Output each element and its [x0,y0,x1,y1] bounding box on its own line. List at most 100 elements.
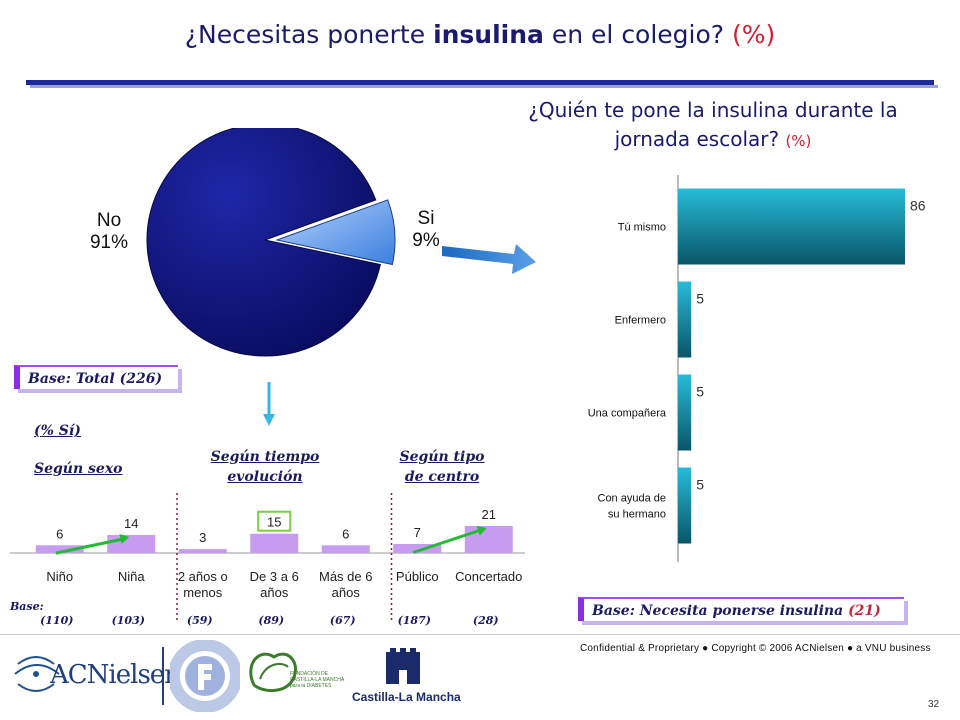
hbar-value: 5 [696,291,704,307]
hbar-title-pct: (%) [785,132,812,150]
hbar-category-label: su hermano [608,509,666,521]
breakdown-bar-value: 3 [199,530,206,545]
fundacion-clm-line3: para la DIABETES [290,683,332,689]
base-total-box: Base: Total (226) [14,365,178,389]
hbar [678,374,692,451]
group-heading-tiempo-line2: evolución [227,469,303,485]
fundacion-clm-text: FUNDACIÓN DE CASTILLA-LA MANCHA para la … [290,671,344,689]
breakdown-category-label: Niño [46,569,73,584]
title-pct: (%) [732,20,776,49]
fundacion-clm-line2: CASTILLA-LA MANCHA [290,677,345,683]
breakdown-bar-value: 14 [124,516,138,531]
pie-label-si-name: Si [417,208,435,229]
pie-slice-si [275,199,396,266]
acnielsen-logo: ACNielsen [12,648,181,704]
title-highlight: insulina [433,20,544,49]
breakdown-category-label: De 3 a 6 [250,569,299,584]
arrow-down-icon [263,382,275,426]
trend-arrow-shaft [412,528,482,554]
title-text-before: ¿Necesitas ponerte [184,20,434,49]
hbar-category-label: Una compañera [588,408,667,420]
title-rule-shadow [30,85,938,88]
breakdown-bar [107,535,156,553]
breakdown-bar-value: 15 [267,515,281,530]
breakdown-bar-value: 6 [56,526,63,541]
hbar [678,467,692,544]
breakdown-category-label: años [260,585,289,600]
breakdown-bar [393,544,442,553]
pie-label-no-name: No [96,210,122,231]
castilla-wordmark: Castilla-La Mancha [352,690,461,704]
pie-label-si-value: 9% [412,230,440,251]
hbar-category-label: Con ayuda de [598,493,667,505]
page-number: 32 [928,699,940,710]
group-heading-sexo: Según sexo [34,461,123,477]
base-needs-box: Base: Necesita ponerse insulina (21) [578,597,904,621]
breakdown-base-n: (110) [40,614,73,627]
acnielsen-logo-graphic [14,656,60,692]
title-text-after: en el colegio? [543,20,733,49]
breakdown-category-label: Niña [118,569,146,584]
breakdown-bar-value: 21 [482,507,496,522]
breakdown-bar [464,526,513,553]
trend-arrow-shaft [55,537,124,555]
base-row-label: Base: [10,600,44,613]
hbar-category-label: Tú mismo [618,222,666,234]
pie-label-no-value: 91% [89,232,129,253]
hbar-value: 86 [910,198,926,214]
confidential-notice: Confidential & Proprietary ● Copyright ©… [580,643,931,654]
hbar-chart-title: ¿Quién te pone la insulina durante la jo… [508,96,918,156]
acnielsen-wordmark: ACNielsen [50,660,181,690]
breakdown-bar-value: 6 [342,526,349,541]
breakdown-base-n: (28) [473,614,499,627]
group-heading-centro-line2: de centro [404,469,480,485]
breakdown-base-n: (187) [398,614,431,627]
base-total-text: Base: Total (226) [28,371,163,387]
castle-emblem-icon [386,648,420,684]
breakdown-category-label: Público [396,569,439,584]
trend-arrow-head [476,526,487,536]
hbar-title-line2: jornada escolar? [614,127,786,151]
page-title: ¿Necesitas ponerte insulina en el colegi… [0,20,960,49]
hbar-category-label: Enfermero [615,315,666,327]
hbar [678,188,905,265]
breakdown-bar [250,533,299,553]
pie-label-si: Si 9% [404,208,448,252]
breakdown-base-n: (59) [187,614,213,627]
leaf-heart-icon [249,652,298,692]
pie-label-no: No 91% [84,210,134,254]
breakdown-base-n: (89) [258,614,284,627]
fundacion-clm-logo: FUNDACIÓN DE CASTILLA-LA MANCHA para la … [244,645,344,709]
breakdown-base-n: (67) [330,614,356,627]
fundacion-clm-line1: FUNDACIÓN DE [290,671,329,677]
breakdown-category-label: menos [183,585,223,600]
group-heading-centro-line1: Según tipo [399,449,485,465]
trend-arrow-head [119,534,130,544]
breakdown-bar [35,545,84,553]
hbar-value: 5 [696,384,704,400]
hbar [678,281,692,358]
breakdown-category-label: años [332,585,361,600]
group-heading-tiempo: Según tiempo evolución [190,447,340,487]
pie-chart [146,128,396,357]
group-heading-tiempo-line1: Según tiempo [210,449,320,465]
hbar-title-line1: ¿Quién te pone la insulina durante la [528,98,898,122]
breakdown-bar-value: 7 [414,525,421,540]
who-injects-bar-chart: 86 Tú mismo 5 Enfermero 5 Una compañera 5 Con a… [588,175,926,562]
breakdown-category-label: Más de 6 [319,569,372,584]
title-rule [26,80,934,85]
footer-rule [0,634,960,635]
pct-si-label: (% Sí) [34,423,81,439]
group-heading-centro: Según tipo de centro [380,447,504,487]
highlight-box [257,510,292,532]
fundacion-diabetes-logo [168,639,242,713]
breakdown-base-n: (103) [112,614,145,627]
hbar-value: 5 [696,477,704,493]
arrow-right-icon [442,244,536,274]
breakdown-bar [178,549,227,553]
fundacion-diabetes-seal-icon [168,639,242,713]
pie-slice-no [146,128,381,357]
breakdown-category-label: 2 años o [178,569,228,584]
logo-divider [162,647,164,705]
